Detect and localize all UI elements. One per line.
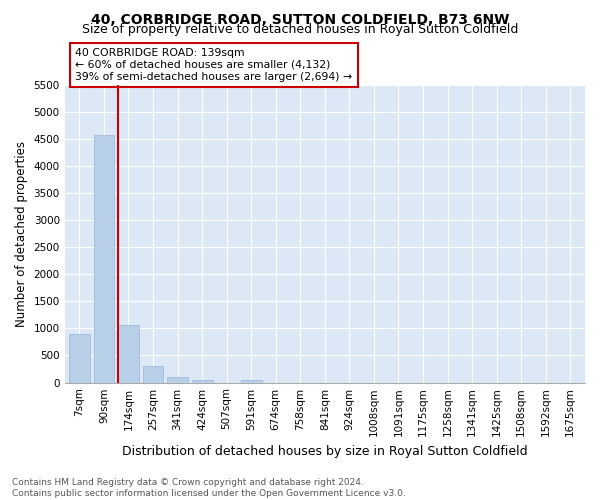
Y-axis label: Number of detached properties: Number of detached properties xyxy=(15,140,28,326)
Text: Contains HM Land Registry data © Crown copyright and database right 2024.
Contai: Contains HM Land Registry data © Crown c… xyxy=(12,478,406,498)
Bar xyxy=(241,380,262,382)
Bar xyxy=(118,325,139,382)
X-axis label: Distribution of detached houses by size in Royal Sutton Coldfield: Distribution of detached houses by size … xyxy=(122,444,527,458)
Bar xyxy=(94,136,115,382)
Text: Size of property relative to detached houses in Royal Sutton Coldfield: Size of property relative to detached ho… xyxy=(82,22,518,36)
Bar xyxy=(143,366,163,382)
Text: 40, CORBRIDGE ROAD, SUTTON COLDFIELD, B73 6NW: 40, CORBRIDGE ROAD, SUTTON COLDFIELD, B7… xyxy=(91,12,509,26)
Bar xyxy=(69,334,90,382)
Bar xyxy=(191,380,212,382)
Bar xyxy=(167,378,188,382)
Text: 40 CORBRIDGE ROAD: 139sqm
← 60% of detached houses are smaller (4,132)
39% of se: 40 CORBRIDGE ROAD: 139sqm ← 60% of detac… xyxy=(75,48,352,82)
